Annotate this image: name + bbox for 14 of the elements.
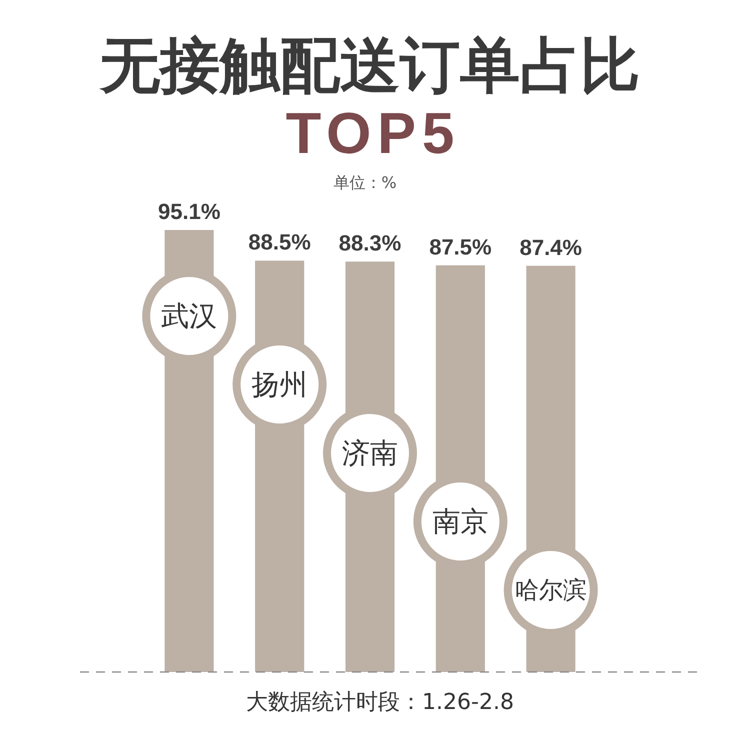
chart-subtitle: TOP5: [286, 101, 460, 166]
text: 单位：%: [333, 173, 397, 192]
x-tick-label: 武汉: [161, 300, 218, 332]
text: 大数据统计时段：1.26-2.8: [246, 690, 514, 715]
chart-title: 无接触配送订单占比: [99, 31, 640, 101]
x-tick-label: 南京: [432, 505, 488, 538]
data-label: 87.5%: [429, 234, 492, 260]
data-label: 88.5%: [248, 230, 311, 255]
data-label: 95.1%: [158, 199, 220, 224]
x-tick-label: 哈尔滨: [514, 576, 587, 604]
x-tick-label: 济南: [342, 436, 398, 470]
data-label: 88.3%: [338, 230, 402, 256]
data-label: 87.4%: [520, 234, 582, 260]
x-tick-label: 扬州: [252, 368, 308, 401]
